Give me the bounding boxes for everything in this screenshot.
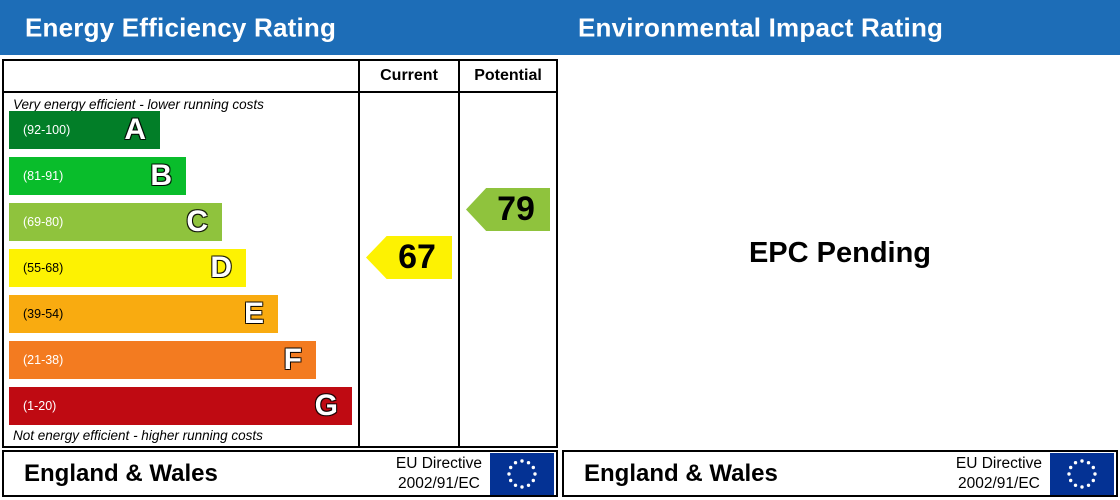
- energy-efficiency-chart: Current Potential Very energy efficient …: [2, 59, 558, 448]
- eu-flag-icon: [1050, 452, 1114, 495]
- eu-directive-line2: 2002/91/EC: [957, 474, 1040, 492]
- right-footer: England & Wales EU Directive 2002/91/EC: [562, 450, 1118, 497]
- eu-directive-line2: 2002/91/EC: [397, 474, 480, 492]
- top-note: Very energy efficient - lower running co…: [13, 97, 264, 112]
- bottom-note: Not energy efficient - higher running co…: [13, 428, 263, 443]
- column-divider: [358, 61, 360, 446]
- region-label: England & Wales: [584, 459, 778, 487]
- band-b-bar: (81-91) B: [9, 157, 186, 195]
- left-footer: England & Wales EU Directive 2002/91/EC: [2, 450, 558, 497]
- band-b-letter: B: [150, 159, 172, 192]
- band-row-b: (81-91) B: [9, 157, 358, 195]
- band-row-d: (55-68) D: [9, 249, 358, 287]
- energy-efficiency-rating-title: Energy Efficiency Rating: [25, 12, 337, 42]
- region-label: England & Wales: [24, 459, 218, 487]
- environmental-impact-rating-title: Environmental Impact Rating: [578, 12, 944, 42]
- band-c-letter: C: [186, 205, 208, 238]
- band-d-letter: D: [210, 251, 232, 284]
- band-f-letter: F: [283, 343, 302, 376]
- column-divider: [458, 61, 460, 446]
- band-row-e: (39-54) E: [9, 295, 358, 333]
- band-e-range: (39-54): [23, 307, 64, 321]
- band-c-bar: (69-80) C: [9, 203, 222, 241]
- band-e-letter: E: [243, 297, 264, 330]
- band-row-c: (69-80) C: [9, 203, 358, 241]
- potential-rating-arrow: 79: [466, 188, 550, 231]
- eu-flag-icon: [490, 452, 554, 495]
- chart-table-header: Current Potential: [4, 61, 556, 93]
- band-e-bar: (39-54) E: [9, 295, 278, 333]
- potential-rating-value: 79: [497, 190, 535, 228]
- band-f-range: (21-38): [23, 353, 64, 367]
- band-g-letter: G: [314, 389, 338, 422]
- current-rating-arrow: 67: [366, 236, 452, 279]
- band-a-range: (92-100): [23, 123, 71, 137]
- eu-directive-label: EU Directive 2002/91/EC: [956, 454, 1042, 493]
- band-row-a: (92-100) A: [9, 111, 358, 149]
- eu-directive-line1: EU Directive: [395, 455, 482, 473]
- band-row-f: (21-38) F: [9, 341, 358, 379]
- band-g-range: (1-20): [23, 399, 57, 413]
- current-column-header: Current: [380, 67, 438, 84]
- epc-pending-message: EPC Pending: [748, 237, 932, 269]
- band-b-range: (81-91): [23, 169, 64, 183]
- environmental-impact-panel: EPC Pending: [562, 59, 1118, 448]
- band-g-bar: (1-20) G: [9, 387, 352, 425]
- potential-column-header: Potential: [474, 67, 542, 84]
- current-rating-value: 67: [398, 238, 436, 276]
- band-a-letter: A: [124, 113, 146, 146]
- band-f-bar: (21-38) F: [9, 341, 316, 379]
- rating-bands: (92-100) A (81-91) B (69-80) C (55-68): [9, 111, 358, 433]
- band-d-range: (55-68): [23, 261, 64, 275]
- band-row-g: (1-20) G: [9, 387, 358, 425]
- band-c-range: (69-80): [23, 215, 64, 229]
- eu-directive-line1: EU Directive: [955, 455, 1042, 473]
- band-d-bar: (55-68) D: [9, 249, 246, 287]
- band-a-bar: (92-100) A: [9, 111, 160, 149]
- eu-directive-label: EU Directive 2002/91/EC: [396, 454, 482, 493]
- page-header: Energy Efficiency Rating Environmental I…: [0, 0, 1120, 55]
